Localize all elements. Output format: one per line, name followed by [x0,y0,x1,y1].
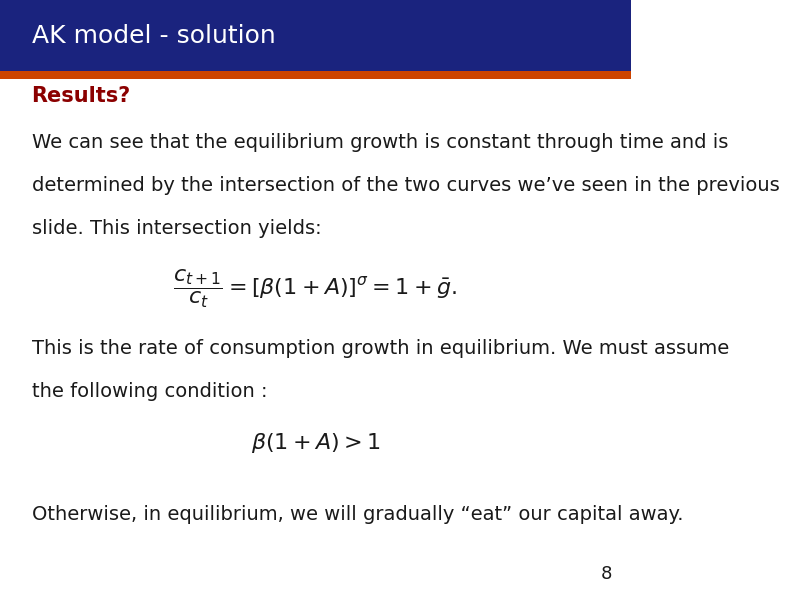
Text: 8: 8 [600,565,612,583]
Text: slide. This intersection yields:: slide. This intersection yields: [32,219,321,238]
Text: determined by the intersection of the two curves we’ve seen in the previous: determined by the intersection of the tw… [32,176,779,195]
Text: Otherwise, in equilibrium, we will gradually “eat” our capital away.: Otherwise, in equilibrium, we will gradu… [32,505,683,524]
Bar [0,71,630,79]
Bar [0,0,630,71]
Text: AK model - solution: AK model - solution [32,24,276,48]
Text: $\beta(1 + A) > 1$: $\beta(1 + A) > 1$ [251,431,380,455]
Text: This is the rate of consumption growth in equilibrium. We must assume: This is the rate of consumption growth i… [32,339,729,358]
Text: the following condition :: the following condition : [32,382,267,401]
Text: We can see that the equilibrium growth is constant through time and is: We can see that the equilibrium growth i… [32,133,728,152]
Text: $\dfrac{c_{t+1}}{c_t} = [\beta(1 + A)]^{\sigma} = 1 + \bar{g}.$: $\dfrac{c_{t+1}}{c_t} = [\beta(1 + A)]^{… [173,268,457,310]
Text: Results?: Results? [32,86,131,107]
